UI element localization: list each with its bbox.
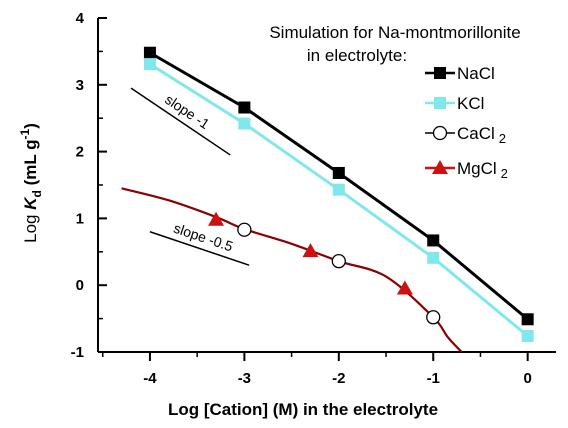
data-point [332,166,345,179]
data-point [143,46,156,59]
data-point [143,58,156,71]
y-tick-label: 0 [76,277,84,294]
legend-label: NaCl [457,64,495,83]
data-point [238,101,251,114]
y-tick-label: 4 [76,10,85,27]
series-nacl [143,46,534,326]
legend-label: CaCl 2 [457,124,506,146]
legend-item: NaCl [425,64,495,83]
chart-title: Simulation for Na-montmorillonite in ele… [269,23,520,65]
y-tick-label: 2 [76,144,84,161]
series-kcl [143,58,534,342]
y-tick-label: 1 [76,210,84,227]
legend-label: MgCl 2 [457,159,508,181]
slope-line [149,231,250,266]
y-tick-label: -1 [71,344,84,361]
data-point [426,310,441,325]
legend: NaCl KCl CaCl 2 MgCl 2 [425,64,508,181]
y-tick-label: 3 [76,77,84,94]
model-curve [121,187,463,353]
data-point [396,280,413,295]
slope-line [130,87,231,156]
data-point [427,251,440,264]
legend-swatch-marker [434,67,446,79]
chart-title-line-1: Simulation for Na-montmorillonite [269,23,520,42]
data-point [331,254,346,269]
legend-item: MgCl 2 [425,159,508,181]
x-tick-label: -1 [427,370,440,387]
x-axis-label: Log [Cation] (M) in the electrolyte [168,400,438,419]
data-point [427,234,440,247]
legend-label: KCl [457,94,484,113]
x-tick-label: -4 [143,370,157,387]
data-point [208,211,225,226]
x-tick-label: 0 [523,370,531,387]
data-point [237,222,252,237]
x-tick-label: -3 [238,370,251,387]
data-point [521,329,534,342]
legend-item: CaCl 2 [425,124,506,146]
data-point [302,243,319,258]
legend-swatch-marker [432,160,448,174]
y-axis-label: Log Kd (mL g-1) [18,123,44,243]
legend-swatch-marker [434,97,446,109]
legend-item: KCl [425,94,484,113]
data-point [521,313,534,326]
series-mgcl2 [208,211,413,295]
data-point [238,117,251,130]
chart-title-line-2: in electrolyte: [307,46,407,65]
series-cacl2 [237,222,441,325]
data-point [332,183,345,196]
legend-swatch-marker [432,125,448,141]
x-tick-label: -2 [332,370,345,387]
